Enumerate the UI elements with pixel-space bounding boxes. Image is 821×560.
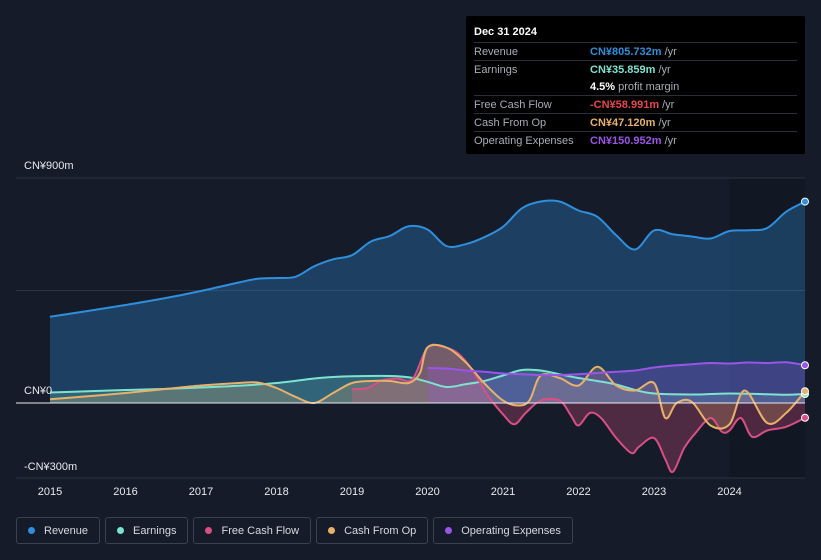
x-tick-label: 2020 — [415, 486, 439, 498]
x-tick-label: 2016 — [113, 486, 137, 498]
tooltip-row: Cash From Op CN¥47.120m/yr — [474, 113, 797, 131]
tooltip-date: Dec 31 2024 — [474, 26, 537, 38]
legend-label: Operating Expenses — [461, 524, 561, 537]
legend-item-revenue[interactable]: Revenue — [16, 517, 101, 544]
tooltip-row-label: Earnings — [474, 63, 518, 76]
tooltip-row: Operating Expenses CN¥150.952m/yr — [474, 131, 797, 149]
x-tick-label: 2019 — [340, 486, 364, 498]
tooltip-rows: Revenue CN¥805.732m/yr Earnings CN¥35.859m /… — [474, 42, 797, 149]
tooltip-row: Free Cash Flow -CN¥58.991m/yr — [474, 95, 797, 113]
tooltip-row: 4.5% profit margin — [474, 78, 797, 95]
legend-dot-icon — [445, 527, 453, 534]
tooltip-row-label: Operating Expenses — [474, 134, 574, 147]
y-tick-label: CN¥900m — [24, 160, 74, 172]
tooltip-row: Revenue CN¥805.732m/yr — [474, 42, 797, 60]
x-tick-label: 2018 — [264, 486, 288, 498]
chart: CN¥900m CN¥0 -CN¥300m 2015 2016 2017 2018 2019… — [16, 160, 809, 498]
series-areas — [50, 200, 805, 473]
tooltip-row: Earnings CN¥35.859m/yr — [474, 60, 797, 78]
tooltip-row-label: Revenue — [474, 45, 519, 58]
legend-label: Earnings — [133, 524, 177, 537]
legend-item-free-cash-flow[interactable]: Free Cash Flow — [193, 517, 312, 544]
earnings-area — [50, 369, 805, 403]
y-axis-labels: CN¥900m CN¥0 -CN¥300m — [24, 160, 77, 473]
tooltip-row-unit: /yr — [664, 134, 677, 147]
x-tick-label: 2021 — [491, 486, 515, 498]
tooltip-row-unit: /yr — [658, 63, 671, 76]
operating-expenses-area — [427, 362, 805, 403]
tooltip-row-unit: /yr — [664, 45, 677, 58]
tooltip-row-value: 4.5% — [590, 80, 616, 93]
legend-dot-icon — [328, 527, 336, 534]
legend-dot-icon — [28, 527, 35, 534]
x-tick-label: 2024 — [717, 486, 741, 498]
legend-item-operating-expenses[interactable]: Operating Expenses — [433, 517, 573, 544]
legend-item-earnings[interactable]: Earnings — [105, 517, 189, 544]
y-tick-label: CN¥0 — [24, 385, 52, 397]
legend-dot-icon — [117, 527, 125, 534]
series-end-markers — [801, 197, 809, 422]
x-axis-labels: 2015 2016 2017 2018 2019 2020 2021 2022 2023 2024 — [38, 486, 742, 498]
earnings-line — [49, 368, 806, 396]
grid-lines — [16, 177, 805, 479]
cash-from-op-end-marker[interactable] — [801, 387, 809, 396]
tooltip-row-label: Cash From Op — [474, 116, 547, 129]
tooltip-row-value: -CN¥58.991m — [590, 98, 660, 111]
legend-label: Cash From Op — [344, 524, 417, 537]
x-tick-label: 2023 — [642, 486, 666, 498]
legend-item-cash-from-op[interactable]: Cash From Op — [316, 517, 429, 544]
data-tooltip: Dec 31 2024 Revenue CN¥805.732m/yr Earning… — [466, 16, 805, 154]
legend: Revenue Earnings Free Cash Flow Cash From O… — [16, 517, 573, 544]
tooltip-row-value: CN¥35.859m — [590, 63, 656, 76]
operating-expenses-line — [427, 361, 806, 377]
legend-label: Free Cash Flow — [221, 524, 300, 537]
tooltip-row-unit: /yr — [658, 116, 671, 129]
legend-dot-icon — [205, 527, 213, 534]
free-cash-flow-area — [352, 344, 805, 473]
tooltip-row-value: CN¥47.120m — [590, 116, 656, 129]
tooltip-row-label: Free Cash Flow — [474, 98, 552, 111]
revenue-area — [50, 200, 805, 403]
y-tick-label: -CN¥300m — [24, 461, 77, 473]
legend-label: Revenue — [44, 524, 89, 537]
revenue-line — [49, 199, 806, 318]
x-tick-label: 2015 — [38, 486, 62, 498]
tooltip-row-value: CN¥805.732m — [590, 45, 662, 58]
operating-expenses-end-marker[interactable] — [801, 361, 809, 370]
tooltip-row-unit: profit margin — [618, 80, 680, 93]
tooltip-row-unit: /yr — [662, 98, 675, 111]
free-cash-flow-end-marker[interactable] — [801, 413, 809, 422]
series-lines — [49, 199, 806, 474]
revenue-end-marker[interactable] — [801, 197, 809, 206]
x-tick-label: 2022 — [566, 486, 590, 498]
cash-from-op-line — [49, 344, 806, 430]
tooltip-row-value: CN¥150.952m — [590, 134, 662, 147]
cash-from-op-area — [50, 344, 805, 429]
x-tick-label: 2017 — [189, 486, 213, 498]
